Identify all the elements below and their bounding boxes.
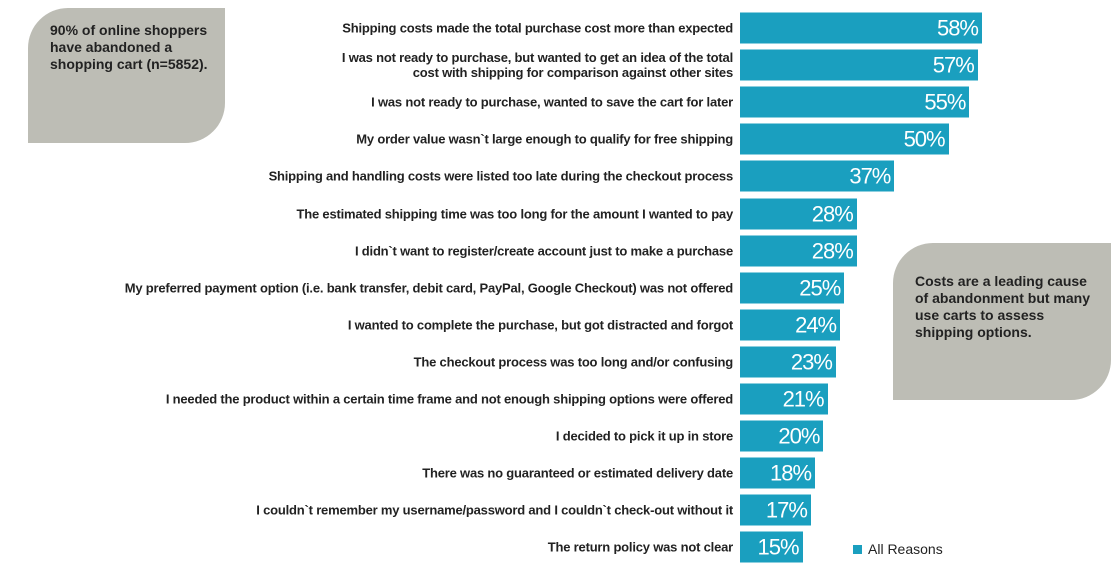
value-label: 50% (903, 126, 946, 152)
value-label: 20% (778, 423, 820, 449)
value-label: 28% (811, 238, 854, 264)
bar: 28% (740, 198, 857, 229)
category-label: I wanted to complete the purchase, but g… (347, 317, 733, 333)
value-label: 57% (932, 52, 975, 78)
bar: 18% (740, 457, 816, 489)
bar: 37% (740, 160, 895, 192)
category-label: I didn`t want to register/create account… (354, 243, 733, 259)
value-label: 37% (849, 163, 891, 189)
category-label: I was not ready to purchase, but wanted … (341, 50, 733, 81)
value-label: 15% (757, 534, 800, 560)
category-label: I was not ready to purchase, wanted to s… (371, 94, 733, 110)
category-label: I needed the product within a certain ti… (165, 391, 733, 407)
value-label: 18% (770, 460, 812, 486)
value-label: 58% (936, 15, 979, 41)
category-label: I decided to pick it up in store (555, 428, 733, 444)
callout: Costs are a leading cause of abandonment… (893, 243, 1111, 400)
legend: All Reasons (853, 541, 943, 557)
value-label: 17% (765, 497, 808, 523)
bar: 57% (740, 49, 978, 81)
bar: 50% (740, 123, 949, 155)
category-label: My preferred payment option (i.e. bank t… (124, 280, 733, 296)
category-label: The estimated shipping time was too long… (296, 206, 734, 221)
bar: 58% (740, 12, 982, 44)
category-label: The checkout process was too long and/or… (413, 354, 734, 370)
value-label: 21% (782, 386, 825, 412)
legend-swatch (853, 544, 862, 554)
category-label: My order value wasn`t large enough to qu… (356, 131, 733, 147)
legend-label: All Reasons (868, 541, 943, 557)
bar: 28% (740, 235, 857, 267)
category-label: Shipping costs made the total purchase c… (342, 20, 733, 36)
bar: 15% (740, 531, 803, 563)
category-label: The return policy was not clear (547, 539, 733, 555)
bar: 23% (740, 346, 836, 378)
value-label: 25% (799, 275, 841, 301)
callout: 90% of online shoppers have abandoned a … (28, 8, 225, 143)
category-label: There was no guaranteed or estimated del… (422, 465, 733, 481)
bar: 17% (740, 494, 811, 526)
value-label: 24% (795, 312, 837, 338)
category-label: Shipping and handling costs were listed … (268, 168, 734, 184)
bar: 55% (740, 86, 970, 118)
bar: 25% (740, 272, 845, 304)
value-label: 28% (811, 201, 854, 226)
bar: 24% (740, 309, 841, 341)
bar: 21% (740, 383, 828, 415)
value-label: 55% (924, 89, 966, 115)
category-label: I couldn`t remember my username/password… (256, 502, 733, 518)
value-label: 23% (790, 349, 833, 375)
bar: 20% (740, 420, 824, 452)
